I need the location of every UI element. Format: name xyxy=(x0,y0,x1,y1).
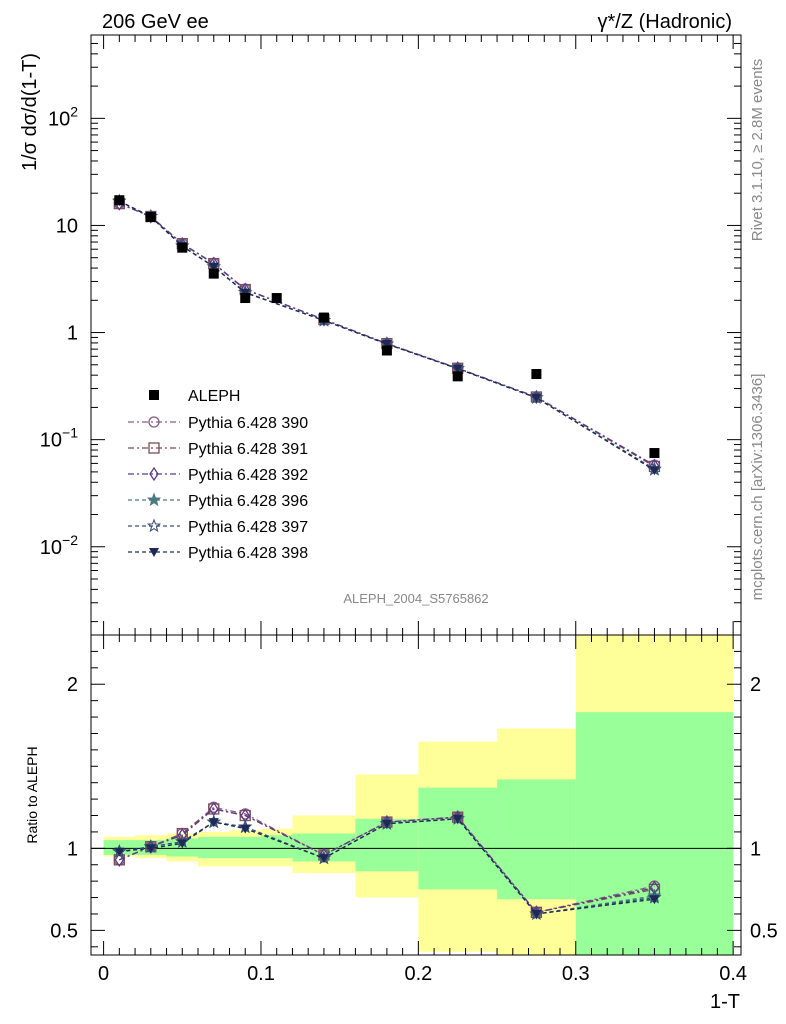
main-y-axis-label: 1/σ dσ/d(1-T) xyxy=(19,53,41,171)
marker xyxy=(208,818,219,828)
x-axis: 0 0.1 0.2 0.3 0.4 xyxy=(98,35,747,985)
legend-label: Pythia 6.428 392 xyxy=(188,467,308,484)
ratio-y-axis: 0.5 0.5 1 1 2 2 xyxy=(50,650,778,948)
marker xyxy=(531,393,542,403)
marker xyxy=(177,839,188,849)
ratio-y-tick-label: 0.5 xyxy=(50,920,78,942)
legend-label: Pythia 6.428 396 xyxy=(188,493,308,510)
legend: ALEPH Pythia 6.428 390 Pythia 6.428 391 Pyt… xyxy=(128,388,308,562)
header-left: 206 GeV ee xyxy=(102,11,209,33)
ratio-y-tick-label: 2 xyxy=(67,674,78,696)
x-tick-label: 0.4 xyxy=(719,963,747,985)
ratio-y-tick-label-right: 0.5 xyxy=(750,920,778,942)
band-stat xyxy=(198,836,230,859)
y-tick-label: 1 xyxy=(67,323,78,345)
x-axis-label: 1-T xyxy=(710,991,740,1013)
marker xyxy=(146,518,162,533)
ratio-line-6 xyxy=(119,818,655,915)
marker xyxy=(649,466,660,476)
x-tick-label: 0.2 xyxy=(404,963,432,985)
marker xyxy=(381,345,392,356)
marker xyxy=(146,492,162,507)
marker xyxy=(381,819,392,829)
ratio-panel-bands xyxy=(91,635,741,955)
y-tick-label: 102 xyxy=(48,103,78,130)
ratio-y-tick-label: 1 xyxy=(67,838,78,860)
legend-label: Pythia 6.428 391 xyxy=(188,441,308,458)
y-tick-label: 10−2 xyxy=(40,532,78,559)
band-stat xyxy=(260,835,293,859)
ratio-y-axis-label: Ratio to ALEPH xyxy=(24,746,40,843)
marker xyxy=(148,416,160,428)
marker xyxy=(240,824,251,834)
x-tick-label: 0.1 xyxy=(247,963,275,985)
marker xyxy=(318,854,329,864)
marker xyxy=(271,293,282,304)
header-right: γ*/Z (Hadronic) xyxy=(598,11,732,33)
band-stat xyxy=(497,779,576,900)
marker xyxy=(208,268,219,279)
ratio-panel-series xyxy=(112,801,662,920)
main-panel-series xyxy=(112,193,662,476)
marker xyxy=(114,195,125,206)
mcplots-label: mcplots.cern.ch [arXiv:1306.3436] xyxy=(749,374,766,601)
x-tick-label: 0.3 xyxy=(562,963,590,985)
marker xyxy=(240,293,251,304)
marker xyxy=(208,262,219,272)
rivet-label: Rivet 3.1.10, ≥ 2.8M events xyxy=(749,59,766,242)
ratio-panel-frame xyxy=(90,634,742,956)
marker xyxy=(531,909,542,919)
main-line-6 xyxy=(119,200,655,471)
marker xyxy=(381,339,392,349)
marker xyxy=(145,211,156,222)
band-stat xyxy=(229,836,261,859)
marker xyxy=(531,369,542,380)
y-tick-label: 10−1 xyxy=(40,425,78,452)
marker xyxy=(452,364,463,374)
y-tick-label: 10 xyxy=(56,215,78,237)
legend-label: Pythia 6.428 398 xyxy=(188,545,308,562)
marker xyxy=(114,852,125,867)
ratio-y-tick-label-right: 1 xyxy=(750,838,761,860)
marker xyxy=(452,371,463,382)
main-y-axis: 10−2 10−1 1 10 102 xyxy=(40,34,741,623)
marker xyxy=(318,312,329,323)
marker xyxy=(149,548,159,557)
marker xyxy=(114,847,125,857)
legend-label: ALEPH xyxy=(188,388,240,405)
analysis-label: ALEPH_2004_S5765862 xyxy=(343,591,488,606)
marker xyxy=(145,844,156,854)
marker xyxy=(177,242,188,253)
marker xyxy=(149,466,159,482)
x-tick-label: 0 xyxy=(98,963,109,985)
marker xyxy=(452,814,463,824)
band-stat xyxy=(575,712,734,955)
legend-label: Pythia 6.428 397 xyxy=(188,519,308,536)
marker xyxy=(149,390,159,400)
ratio-line-3 xyxy=(119,808,655,914)
ratio-y-tick-label-right: 2 xyxy=(750,674,761,696)
band-stat xyxy=(418,787,498,890)
marker xyxy=(649,895,660,905)
marker xyxy=(649,448,660,459)
marker xyxy=(148,442,160,454)
legend-label: Pythia 6.428 390 xyxy=(188,415,308,432)
